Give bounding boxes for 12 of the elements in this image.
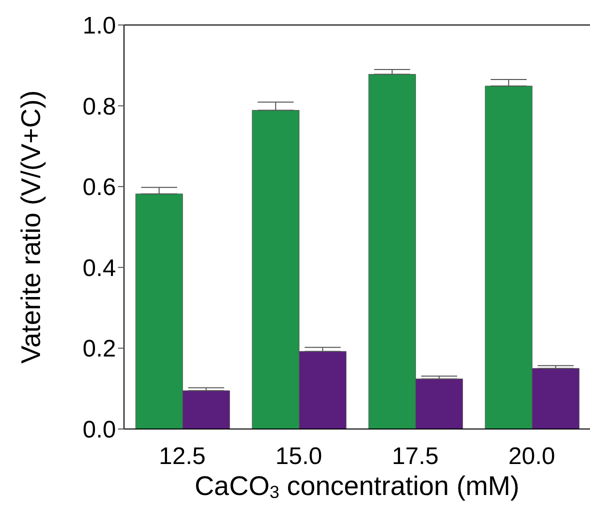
x-tick-label: 15.0 bbox=[275, 443, 322, 470]
y-tick-label: 1.0 bbox=[82, 12, 116, 40]
y-axis-title: Vaterite ratio (V/(V+C)) bbox=[16, 90, 46, 364]
x-tick-label: 20.0 bbox=[508, 443, 556, 470]
x-tick-label: 17.5 bbox=[392, 443, 439, 470]
y-tick-label: 0.6 bbox=[82, 174, 116, 202]
x-axis-title: CaCO$_{3}$ concentration (mM) bbox=[194, 471, 520, 502]
y-tick-label: 0.8 bbox=[82, 93, 116, 120]
y-tick-label: 0.4 bbox=[82, 254, 116, 282]
x-tick-label: 12.5 bbox=[158, 443, 206, 470]
y-tick-label: 0.2 bbox=[82, 336, 116, 363]
y-tick-label: 0.0 bbox=[82, 416, 116, 444]
